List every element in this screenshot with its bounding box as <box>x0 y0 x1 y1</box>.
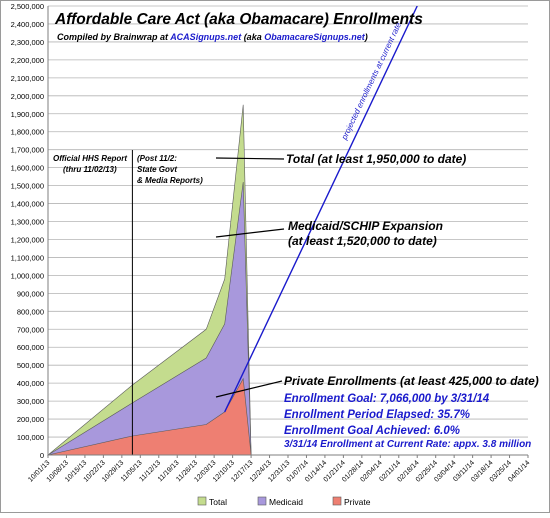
private-annotation: Private Enrollments (at least 425,000 to… <box>284 374 539 388</box>
y-tick-label: 1,800,000 <box>11 128 44 137</box>
hhs-report-label: Official HHS Report <box>53 154 127 163</box>
y-tick-label: 1,700,000 <box>11 146 44 155</box>
post-report-label: & Media Reports) <box>137 176 203 185</box>
y-tick-label: 1,500,000 <box>11 182 44 191</box>
y-tick-label: 800,000 <box>17 307 44 316</box>
y-tick-label: 1,300,000 <box>11 218 44 227</box>
total-annotation: Total (at least 1,950,000 to date) <box>286 152 466 166</box>
medicaid-annotation: Medicaid/SCHIP Expansion <box>288 219 443 233</box>
projection-group <box>224 6 418 413</box>
current-rate-annotation: 3/31/14 Enrollment at Current Rate: appx… <box>284 439 531 450</box>
subtitle-part: ACASignups.net <box>169 32 242 42</box>
y-tick-label: 0 <box>40 451 44 460</box>
hhs-report-label: (thru 11/02/13) <box>63 165 117 174</box>
y-tick-label: 500,000 <box>17 361 44 370</box>
y-gridlines <box>48 5 528 456</box>
legend-label-private: Private <box>344 497 371 507</box>
y-tick-label: 1,000,000 <box>11 271 44 280</box>
y-tick-label: 100,000 <box>17 433 44 442</box>
y-tick-label: 400,000 <box>17 379 44 388</box>
y-tick-label: 1,900,000 <box>11 110 44 119</box>
goal-annotation: Enrollment Goal Achieved: 6.0% <box>284 425 460 437</box>
y-tick-label: 600,000 <box>17 343 44 352</box>
y-tick-label: 1,200,000 <box>11 235 44 244</box>
y-tick-label: 2,300,000 <box>11 38 44 47</box>
chart-subtitle: Compiled by Brainwrap at ACASignups.net … <box>57 32 368 42</box>
legend-label-total: Total <box>209 497 227 507</box>
chart-title: Affordable Care Act (aka Obamacare) Enro… <box>54 11 423 28</box>
post-report-label: (Post 11/2: <box>137 154 177 163</box>
y-tick-labels: 0 100,000 200,000 300,000 400,000 500,000 600,… <box>11 2 44 460</box>
projection-line <box>224 6 418 413</box>
y-tick-label: 2,200,000 <box>11 56 44 65</box>
y-tick-label: 2,000,000 <box>11 92 44 101</box>
y-tick-label: 200,000 <box>17 415 44 424</box>
subtitle-part: ) <box>364 32 368 42</box>
legend: Total Medicaid Private <box>197 496 371 507</box>
y-tick-label: 900,000 <box>17 289 44 298</box>
y-tick-label: 1,600,000 <box>11 164 44 173</box>
y-tick-label: 1,400,000 <box>11 200 44 209</box>
goal-annotation: Enrollment Period Elapsed: 35.7% <box>284 409 470 421</box>
goal-annotation: Enrollment Goal: 7,066,000 by 3/31/14 <box>284 393 490 405</box>
medicaid-annotation: (at least 1,520,000 to date) <box>288 234 437 248</box>
legend-swatch-medicaid <box>257 496 267 506</box>
total-callout-line <box>215 157 285 160</box>
subtitle-part: (aka <box>241 32 264 42</box>
y-tick-label: 300,000 <box>17 397 44 406</box>
legend-label-medicaid: Medicaid <box>269 497 303 507</box>
y-tick-label: 2,100,000 <box>11 74 44 83</box>
private-callout-line <box>215 380 283 398</box>
y-tick-label: 1,100,000 <box>11 253 44 262</box>
legend-swatch-total <box>197 496 207 506</box>
subtitle-part: Compiled by Brainwrap at <box>57 32 170 42</box>
legend-swatch-private <box>332 496 342 506</box>
medicaid-callout-line <box>215 228 285 238</box>
y-tick-label: 2,400,000 <box>11 20 44 29</box>
subtitle-part: ObamacareSignups.net <box>264 32 366 42</box>
y-tick-label: 700,000 <box>17 325 44 334</box>
y-tick-label: 2,500,000 <box>11 2 44 11</box>
post-report-label: State Govt <box>137 165 177 174</box>
